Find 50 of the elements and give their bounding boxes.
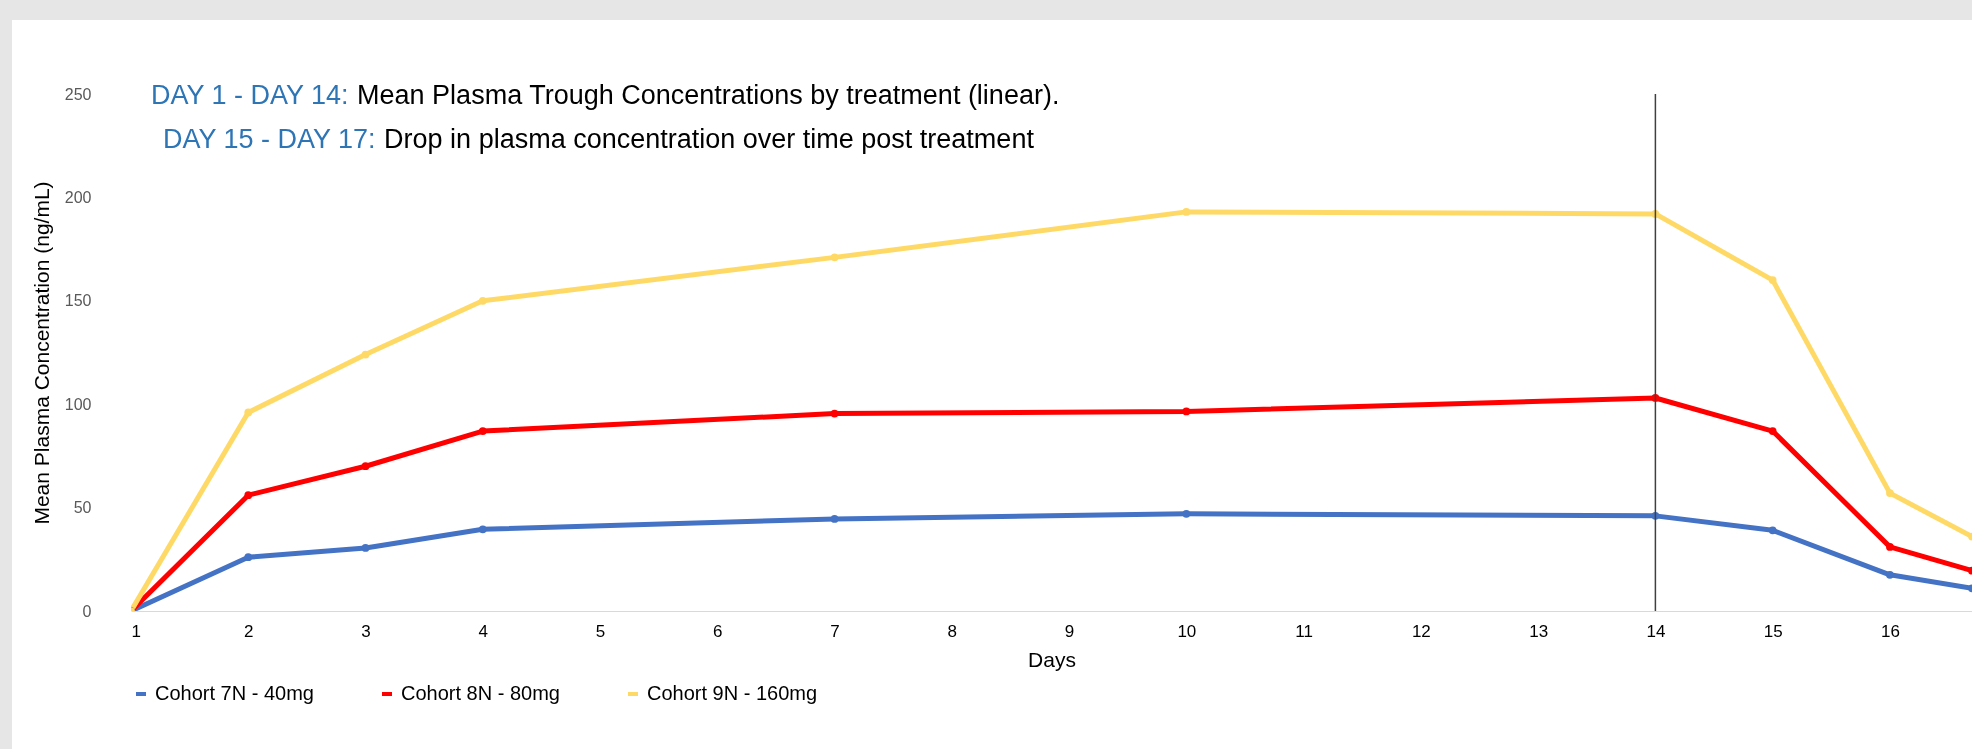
point <box>478 525 487 534</box>
y-tick-label: 250 <box>64 85 92 103</box>
point <box>1182 407 1191 416</box>
point <box>1886 489 1894 497</box>
point <box>361 544 370 552</box>
x-tick-label: 15 <box>1763 621 1783 641</box>
x-tick-label: 6 <box>713 621 723 641</box>
point <box>361 350 370 359</box>
point <box>1768 526 1777 535</box>
point <box>361 462 370 471</box>
point <box>1182 208 1191 216</box>
point <box>244 553 253 562</box>
x-tick-label: 8 <box>947 621 958 641</box>
point <box>1768 276 1777 284</box>
x-tick-label: 12 <box>1411 621 1431 641</box>
point <box>478 296 487 305</box>
legend-label: Cohort 7N - 40mg <box>155 682 314 704</box>
y-tick-label: 150 <box>64 292 92 310</box>
x-tick-label: 1 <box>131 621 141 641</box>
point <box>1182 509 1191 518</box>
point <box>1886 570 1894 579</box>
x-tick-label: 10 <box>1177 621 1197 641</box>
point <box>478 427 487 435</box>
annotation: DAY 1 - DAY 14: Mean Plasma Trough Concentrations by treatment (linear). <box>151 80 1060 110</box>
x-tick-label: 13 <box>1529 621 1549 641</box>
x-tick-label: 7 <box>830 621 840 641</box>
point <box>244 408 253 417</box>
y-tick-label: 200 <box>64 188 92 206</box>
x-tick-label: 2 <box>244 621 254 641</box>
y-tick-label: 50 <box>73 499 92 517</box>
x-tick-label: 5 <box>595 621 606 641</box>
x-tick-label: 4 <box>478 621 489 641</box>
legend-label: Cohort 8N - 80mg <box>401 682 560 704</box>
x-tick-label: 16 <box>1880 621 1900 641</box>
point <box>830 409 839 418</box>
legend-label: Cohort 9N - 160mg <box>647 682 818 704</box>
point <box>1886 543 1894 551</box>
x-tick-label: 11 <box>1295 621 1313 641</box>
annotation: DAY 15 - DAY 17: Drop in plasma concentration over time post treatment <box>163 124 1035 154</box>
x-tick-label: 3 <box>361 621 371 641</box>
y-tick-label: 100 <box>64 395 92 413</box>
y-tick-label: 0 <box>82 602 92 620</box>
point <box>1768 427 1777 435</box>
point <box>830 253 839 262</box>
y-axis-title: Mean Plasma Concentration (ng/mL) <box>29 181 53 525</box>
point <box>830 515 839 523</box>
x-axis-title: Days <box>1028 647 1076 671</box>
point <box>244 491 253 500</box>
x-tick-label: 9 <box>1064 621 1075 641</box>
x-tick-label: 14 <box>1646 621 1666 641</box>
